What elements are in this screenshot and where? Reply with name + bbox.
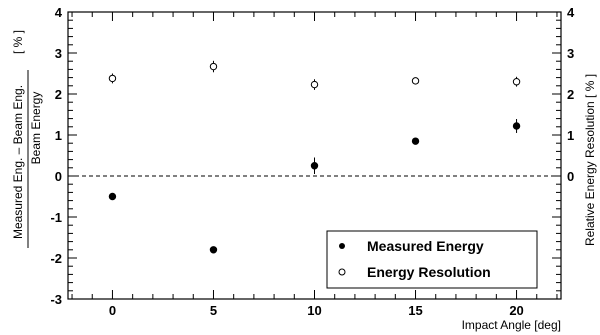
data-points [108, 60, 521, 254]
energy-resolution-point [411, 77, 420, 85]
y-right-tick-label: 0 [567, 169, 574, 184]
measured-energy-point [209, 246, 218, 254]
energy-resolution-point [209, 62, 218, 71]
measured-energy-point [411, 137, 420, 145]
y-label-numerator: Measured Eng. – Beam Eng. [11, 85, 25, 239]
x-tick-label: 0 [109, 303, 116, 318]
energy-resolution-point [108, 74, 117, 83]
y-axis-left-label: Measured Eng. – Beam Eng. Beam Energy [ … [11, 30, 43, 248]
y-axis-right-label: Relative Energy Resolution [ % ] [583, 74, 597, 246]
y-right-tick-label: 4 [567, 5, 575, 20]
y-left-tick-label: 3 [55, 46, 62, 61]
measured-energy-point [310, 162, 319, 170]
legend-label-resolution: Energy Resolution [367, 264, 491, 280]
legend-label-measured: Measured Energy [367, 238, 484, 254]
y-left-tick-label: -3 [50, 292, 62, 307]
y-left-tick-label: -2 [50, 251, 62, 266]
legend-marker-measured [339, 243, 345, 249]
measured-energy-point [108, 192, 117, 201]
energy-resolution-point [310, 80, 319, 89]
x-tick-label: 5 [210, 303, 217, 318]
y-left-tick-label: 4 [55, 5, 63, 20]
legend-box [326, 230, 538, 289]
legend: Measured Energy Energy Resolution [326, 230, 538, 289]
legend-marker-resolution [338, 268, 346, 276]
x-tick-label: 10 [307, 303, 321, 318]
x-tick-label: 20 [509, 303, 523, 318]
y-label-denominator: Beam Energy [29, 92, 43, 165]
energy-resolution-point [512, 78, 521, 86]
y-left-tick-label: -1 [50, 210, 62, 225]
tick-labels: 0 5 10 15 20 -3 -2 -1 0 1 2 3 4 0 1 2 3 4 [50, 5, 575, 318]
x-axis-label: Impact Angle [deg] [462, 318, 561, 332]
x-tick-label: 15 [408, 303, 422, 318]
y-right-tick-label: 1 [567, 128, 574, 143]
y-left-tick-label: 1 [55, 128, 62, 143]
y-left-tick-label: 0 [55, 169, 62, 184]
y-label-unit: [ % ] [11, 30, 25, 54]
y-right-tick-label: 2 [567, 87, 574, 102]
y-right-tick-label: 3 [567, 46, 574, 61]
y-left-tick-label: 2 [55, 87, 62, 102]
measured-energy-point [512, 122, 521, 130]
axis-ticks [68, 11, 561, 300]
